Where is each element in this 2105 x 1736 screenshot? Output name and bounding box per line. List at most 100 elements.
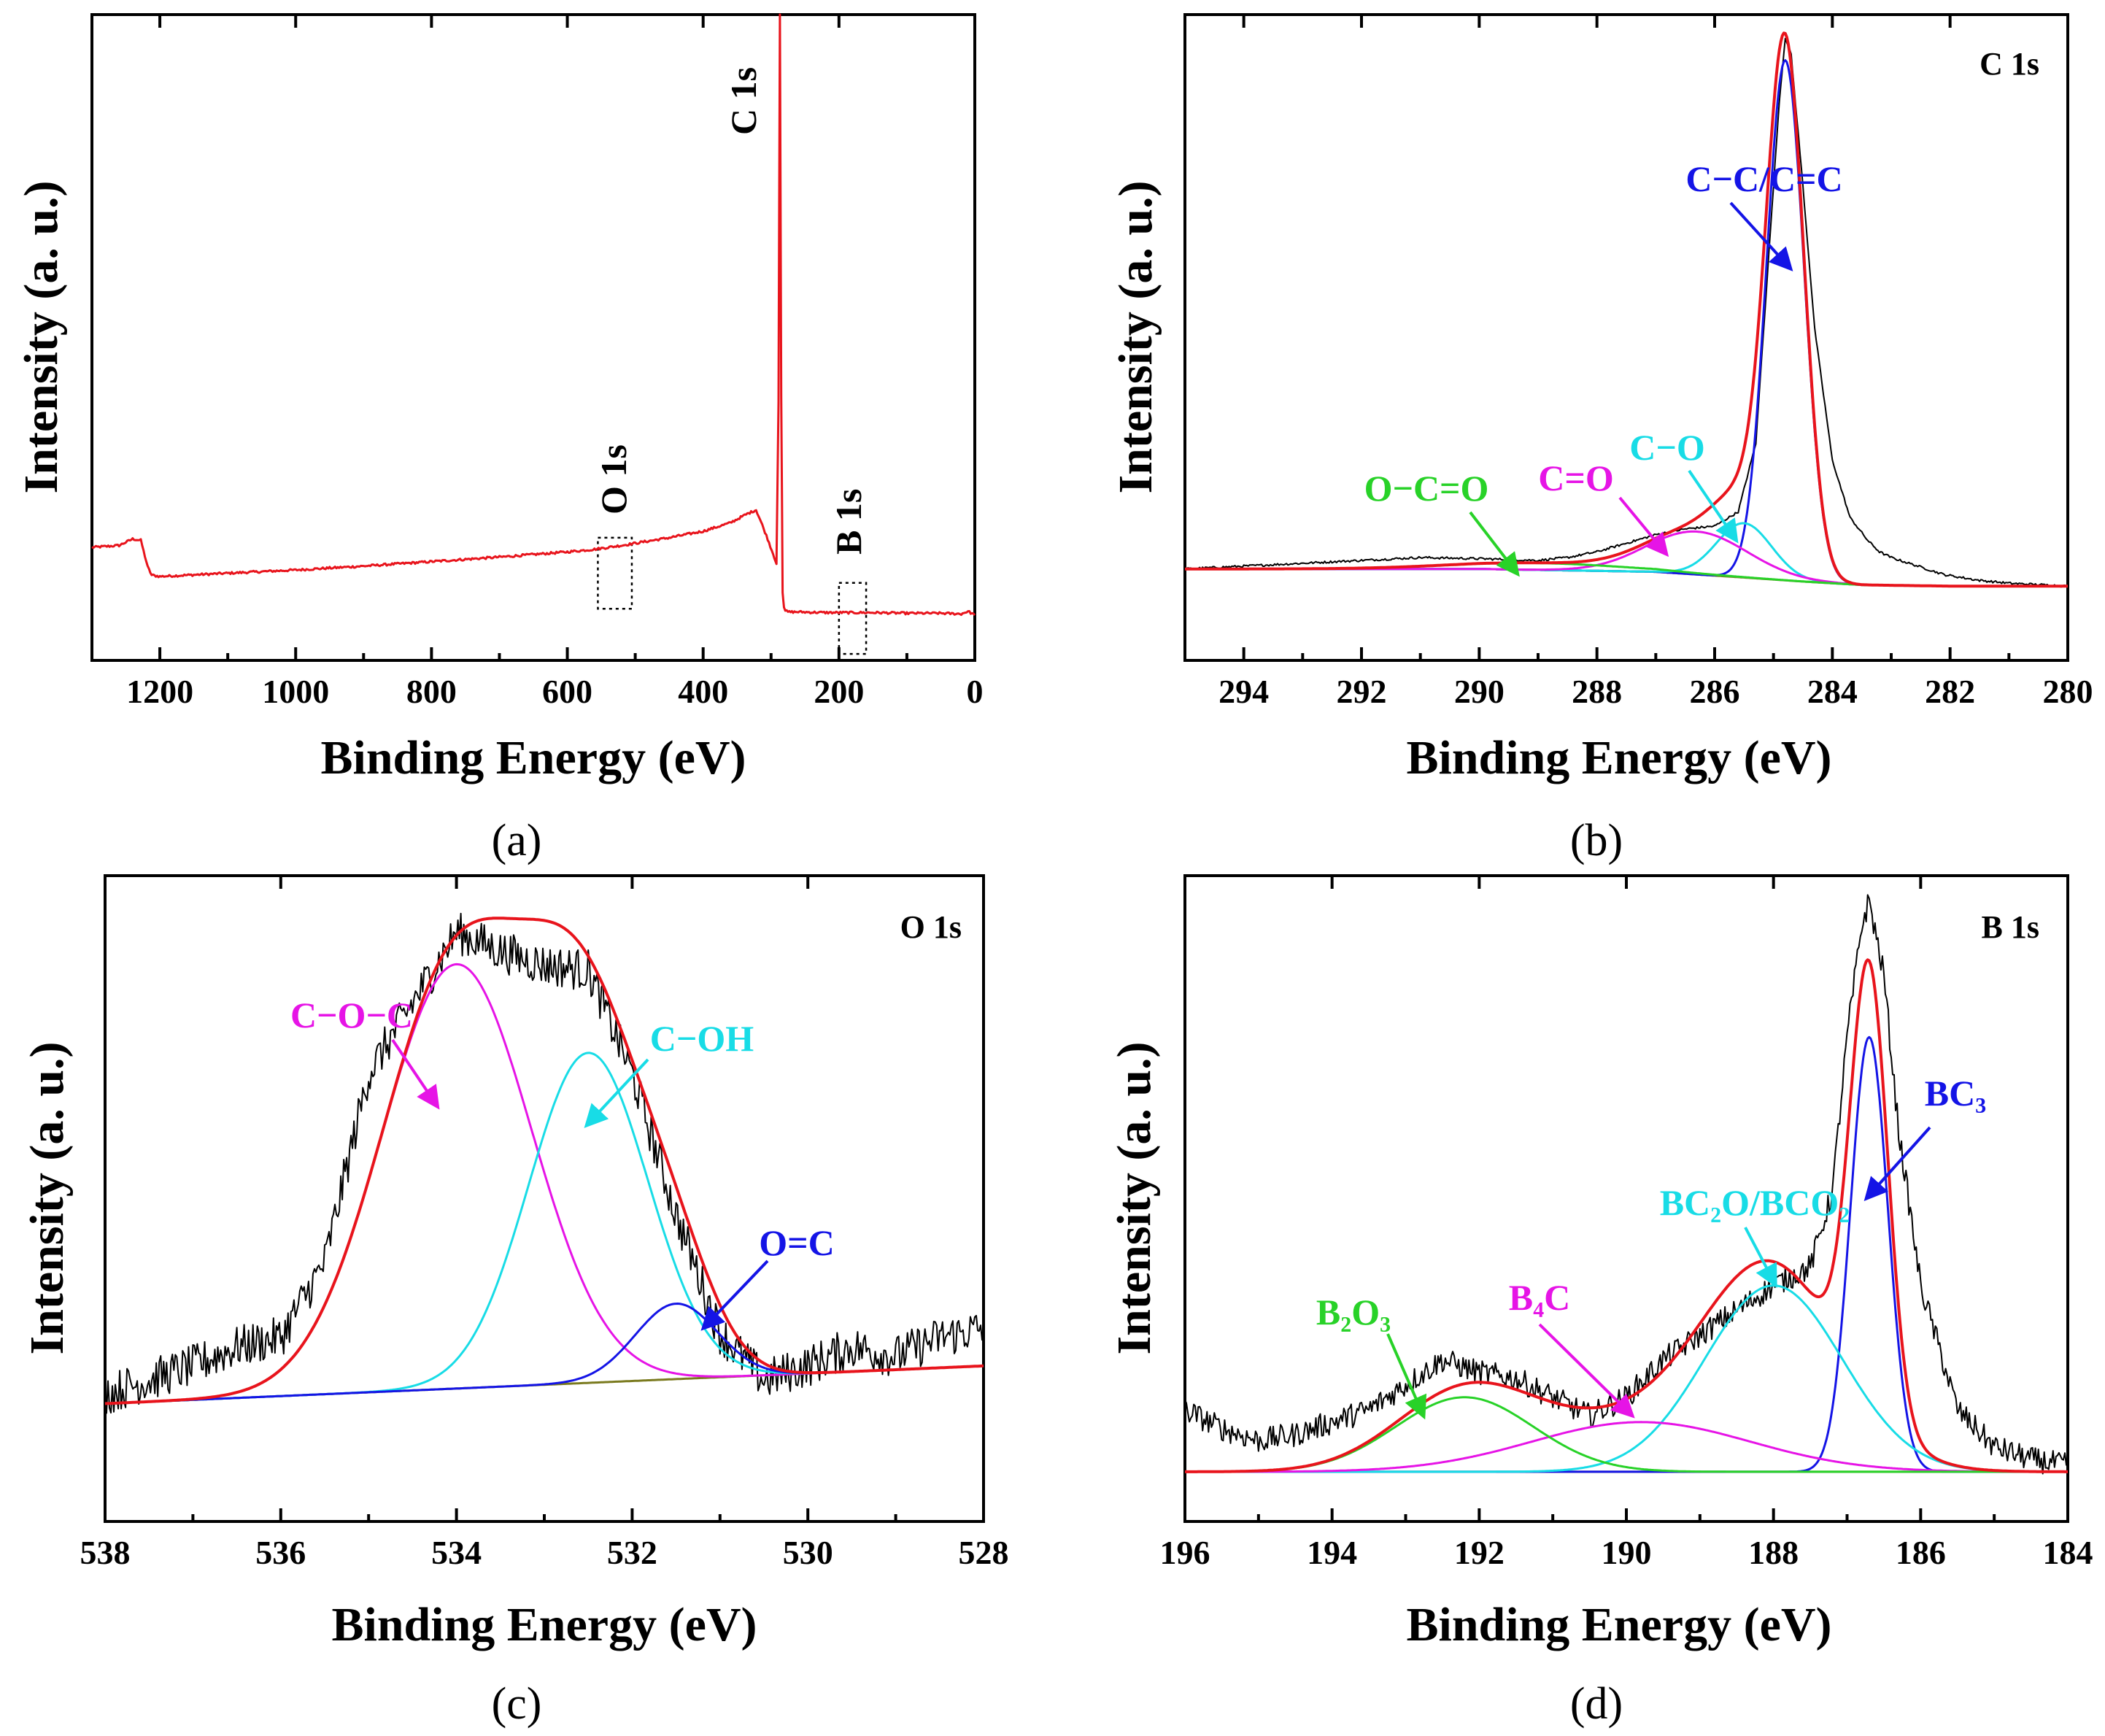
panel-c-xlabel: Binding Energy (eV)	[331, 1598, 757, 1651]
panel-b-arrow-c-o	[1618, 496, 1669, 558]
panel-c-arrow-coh	[584, 1058, 649, 1128]
panel-d-label-b4c: B₄C	[1509, 1277, 1570, 1318]
panel-d-frame	[1183, 874, 2069, 1523]
panel-c-xticklabel-3: 532	[607, 1534, 657, 1571]
panel-a-dotted-box-1	[838, 582, 868, 655]
panel-c-label-oc: O=C	[759, 1222, 835, 1263]
panel-b-arrow-oco	[1469, 511, 1520, 577]
panel-c-ylabel: Intensity (a. u.)	[20, 1041, 74, 1354]
panel-c-xticklabel-1: 536	[255, 1534, 306, 1571]
panel-a-xticklabel-6: 0	[967, 673, 984, 710]
panel-a-peak-label-o1s: O 1s	[593, 444, 634, 514]
panel-b-title: C 1s	[1980, 46, 2039, 82]
panel-d-arrow-b4c	[1538, 1323, 1635, 1419]
panel-b-xticklabel-3: 288	[1572, 673, 1622, 710]
panel-a-curves	[91, 13, 976, 617]
panel-d-xticklabel-5: 186	[1896, 1534, 1946, 1571]
panel-b-xticklabel-1: 292	[1337, 673, 1387, 710]
panel-a-survey-line	[91, 13, 976, 617]
panel-b-component-2	[1185, 530, 2068, 587]
panel-d-envelope-line	[1185, 958, 2068, 1473]
panel-c-label-coh: C−OH	[650, 1018, 754, 1059]
panel-a-peak-label-c1s: C 1s	[723, 67, 764, 135]
panel-d-xlabel: Binding Energy (eV)	[1406, 1598, 1831, 1651]
panel-d-curves	[1184, 894, 2069, 1475]
panel-c-envelope-line	[104, 917, 984, 1405]
panel-b-xlabel: Binding Energy (eV)	[1406, 731, 1831, 784]
panel-b-label-ccc: C−C/C=C	[1685, 158, 1842, 199]
panel-c: 538 536 534 532 530 528 O 1s C−O−C C−OH O=C B…	[20, 874, 1009, 1729]
panel-b-curves	[1184, 31, 2069, 588]
panel-b-label-c-o: C=O	[1538, 458, 1614, 498]
panel-d-xticklabel-2: 192	[1454, 1534, 1505, 1571]
panel-c-xticklabel-2: 534	[431, 1534, 482, 1571]
panel-d-title: B 1s	[1982, 909, 2039, 945]
panel-d-label: (d)	[1570, 1679, 1623, 1729]
panel-c-arrow-oc	[700, 1259, 769, 1331]
panel-b-label-oco: O−C=O	[1364, 468, 1489, 509]
panel-b-arrow-co	[1688, 469, 1739, 544]
panel-b-ylabel: Intensity (a. u.)	[1109, 180, 1162, 493]
panel-b-label: (b)	[1570, 816, 1623, 865]
panel-a-xticklabel-0: 1200	[126, 673, 193, 710]
panel-d-label-bc3: BC₃	[1925, 1073, 1986, 1114]
panel-d-raw-line	[1184, 894, 2069, 1475]
panel-d-xticklabel-6: 184	[2043, 1534, 2093, 1571]
panel-a-xticklabel-5: 200	[814, 673, 864, 710]
panel-d-arrow-bc2o	[1744, 1227, 1777, 1289]
panel-d-arrow-bc3	[1863, 1126, 1931, 1201]
panel-b-label-co: C−O	[1629, 427, 1705, 468]
panel-a-frame	[90, 13, 976, 662]
panel-c-xticklabel-0: 538	[80, 1534, 131, 1571]
panel-d-xticklabel-3: 190	[1602, 1534, 1652, 1571]
panel-a-ylabel: Intensity (a. u.)	[15, 180, 68, 493]
panel-d-ticklabels: 196 194 192 190 188 186 184	[1160, 1534, 2093, 1571]
panel-d-ticks	[1183, 876, 2069, 1521]
panel-b-arrow-ccc	[1729, 201, 1793, 271]
panel-b-xticklabel-0: 294	[1218, 673, 1269, 710]
panel-c-ticklabels: 538 536 534 532 530 528	[80, 1534, 1009, 1571]
panel-d-ylabel: Intensity (a. u.)	[1108, 1041, 1161, 1354]
panel-a-label: (a)	[492, 816, 542, 865]
panel-d-xticklabel-0: 196	[1160, 1534, 1210, 1571]
panel-c-label: (c)	[492, 1679, 542, 1729]
panel-a-xticklabel-3: 600	[542, 673, 592, 710]
panel-b-ticks	[1242, 15, 2069, 660]
panel-d-label-b2o3: B₂O₃	[1316, 1292, 1391, 1332]
panel-c-ticks	[104, 876, 985, 1521]
panel-b-ticklabels: 294 292 290 288 286 284 282 280	[1218, 673, 2093, 710]
panel-b-xticklabel-5: 284	[1807, 673, 1858, 710]
panel-b-xticklabel-7: 280	[2043, 673, 2093, 710]
panel-b-component-3	[1185, 561, 2068, 587]
panel-d-xticklabel-4: 188	[1748, 1534, 1799, 1571]
panel-c-raw-line	[104, 912, 984, 1414]
panel-c-title: O 1s	[900, 909, 962, 945]
panel-a-boxes	[597, 536, 868, 655]
panel-c-curves	[104, 912, 984, 1414]
panel-a-ticks	[158, 15, 976, 660]
panel-c-xticklabel-4: 530	[783, 1534, 833, 1571]
panel-c-label-coc: C−O−C	[290, 995, 413, 1035]
panel-d: 196 194 192 190 188 186 184 B 1s BC₃ BC₂O/BCO₂…	[1108, 874, 2093, 1729]
panel-a-xlabel: Binding Energy (eV)	[320, 731, 746, 784]
panel-a-xticklabel-1: 1000	[262, 673, 329, 710]
panel-c-arrow-coc	[391, 1038, 440, 1110]
panel-b-xticklabel-4: 286	[1690, 673, 1740, 710]
panel-b: 294 292 290 288 286 284 282 280 C 1s C−C/C=C C−…	[1109, 13, 2093, 865]
panel-d-xticklabel-1: 194	[1307, 1534, 1357, 1571]
panel-d-arrow-b2o3	[1386, 1333, 1427, 1420]
panel-d-component-2	[1185, 1421, 2068, 1473]
panel-a-ticklabels: 1200 1000 800 600 400 200 0	[126, 673, 983, 710]
panel-b-xticklabel-2: 290	[1454, 673, 1505, 710]
panel-b-raw-line	[1184, 37, 2069, 588]
panel-a-xticklabel-4: 400	[678, 673, 728, 710]
panel-d-label-bc2o: BC₂O/BCO₂	[1660, 1182, 1850, 1223]
panel-a-peak-label-b1s: B 1s	[828, 489, 869, 555]
panel-b-envelope-line	[1185, 31, 2068, 588]
panel-b-frame	[1183, 13, 2069, 662]
panel-c-xticklabel-5: 528	[959, 1534, 1009, 1571]
panel-a: 1200 1000 800 600 400 200 0 C 1s O 1s B 1s Bin…	[15, 13, 984, 865]
panel-b-xticklabel-6: 282	[1925, 673, 1975, 710]
panel-a-xticklabel-2: 800	[406, 673, 457, 710]
